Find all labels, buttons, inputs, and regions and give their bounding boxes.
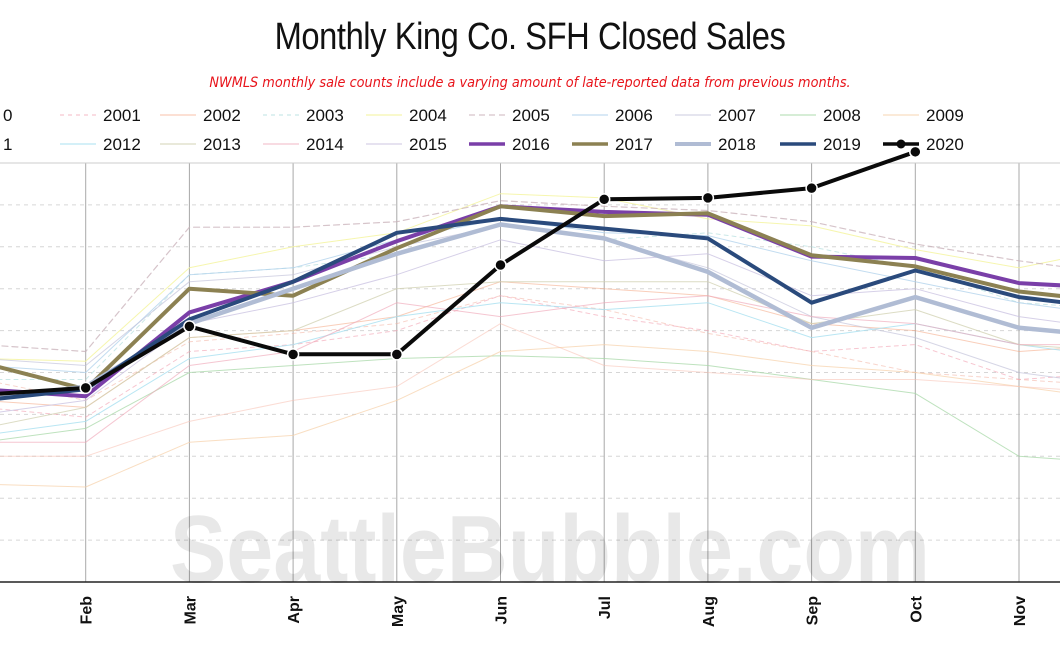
- series-line-2020: [0, 149, 918, 396]
- series-point-2020: [597, 193, 611, 206]
- series-point-2020: [494, 258, 507, 272]
- series-line-2009: [0, 344, 1060, 488]
- series-line-2014: [0, 295, 1060, 443]
- series-line-2010: [0, 323, 1060, 457]
- x-tick-label: Sep: [805, 596, 822, 626]
- legend-label-2020: 2020: [926, 135, 964, 154]
- legend-label-2000: 0: [3, 106, 12, 125]
- legend-label-2007: 2007: [718, 106, 756, 125]
- series-line-2008: [0, 355, 1060, 460]
- grid-layer: [0, 162, 1060, 583]
- legend-marker-2020: [896, 139, 906, 149]
- series-point-2020: [701, 191, 715, 205]
- legend-label-2019: 2019: [823, 135, 861, 154]
- x-tick-label: Aug: [701, 596, 718, 627]
- series-line-2005: [0, 200, 1060, 353]
- series-line-2017: [0, 204, 1060, 392]
- x-tick-label: Mar: [182, 596, 199, 624]
- legend-label-2005: 2005: [512, 106, 550, 125]
- legend-label-2009: 2009: [926, 106, 964, 125]
- legend-label-2016: 2016: [512, 135, 550, 154]
- series-point-2020: [390, 348, 404, 361]
- legend-label-2017: 2017: [615, 135, 653, 154]
- legend-label-2015: 2015: [409, 135, 447, 154]
- legend-label-2012: 2012: [103, 135, 141, 154]
- x-tick-label: Apr: [286, 596, 303, 624]
- legend-label-2002: 2002: [203, 106, 241, 125]
- watermark-text: SeattleBubble.com: [170, 496, 930, 603]
- series-point-2020: [286, 348, 300, 361]
- series-point-2020: [79, 381, 92, 395]
- series-line-2013: [0, 281, 1060, 426]
- series-line-2016: [0, 204, 1060, 399]
- series-point-2020: [909, 145, 922, 159]
- series-line-2007: [0, 225, 1060, 379]
- legend-label-2010: 1: [3, 135, 12, 154]
- legend: 0 2001 2002 2003 2004 2005 2006 2007 2008 2009 1 20…: [3, 106, 964, 154]
- series-line-2019: [0, 216, 1060, 401]
- series-point-2020: [805, 181, 818, 195]
- x-tick-label: May: [390, 596, 407, 627]
- series-point-2020: [183, 320, 196, 333]
- x-tick-label: Nov: [1012, 596, 1029, 626]
- x-tick-label: Oct: [908, 595, 925, 622]
- series-line-2006: [0, 218, 1060, 373]
- x-tick-label: Feb: [79, 596, 96, 625]
- legend-label-2014: 2014: [306, 135, 344, 154]
- series-line-2004: [0, 193, 1060, 362]
- chart-title: Monthly King Co. SFH Closed Sales: [274, 16, 786, 58]
- legend-label-2006: 2006: [615, 106, 653, 125]
- x-tick-label: Jun: [494, 596, 511, 624]
- legend-label-2004: 2004: [409, 106, 447, 125]
- x-axis: Feb Mar Apr May Jun Jul Aug Sep Oct Nov: [79, 595, 1029, 627]
- x-tick-label: Jul: [597, 596, 614, 619]
- legend-label-2001: 2001: [103, 106, 141, 125]
- legend-label-2013: 2013: [203, 135, 241, 154]
- legend-label-2008: 2008: [823, 106, 861, 125]
- series-line-2000: [0, 295, 1060, 401]
- legend-label-2018: 2018: [718, 135, 756, 154]
- chart-subtitle: NWMLS monthly sale counts include a vary…: [209, 75, 851, 91]
- legend-label-2003: 2003: [306, 106, 344, 125]
- series-layer: [0, 145, 1060, 488]
